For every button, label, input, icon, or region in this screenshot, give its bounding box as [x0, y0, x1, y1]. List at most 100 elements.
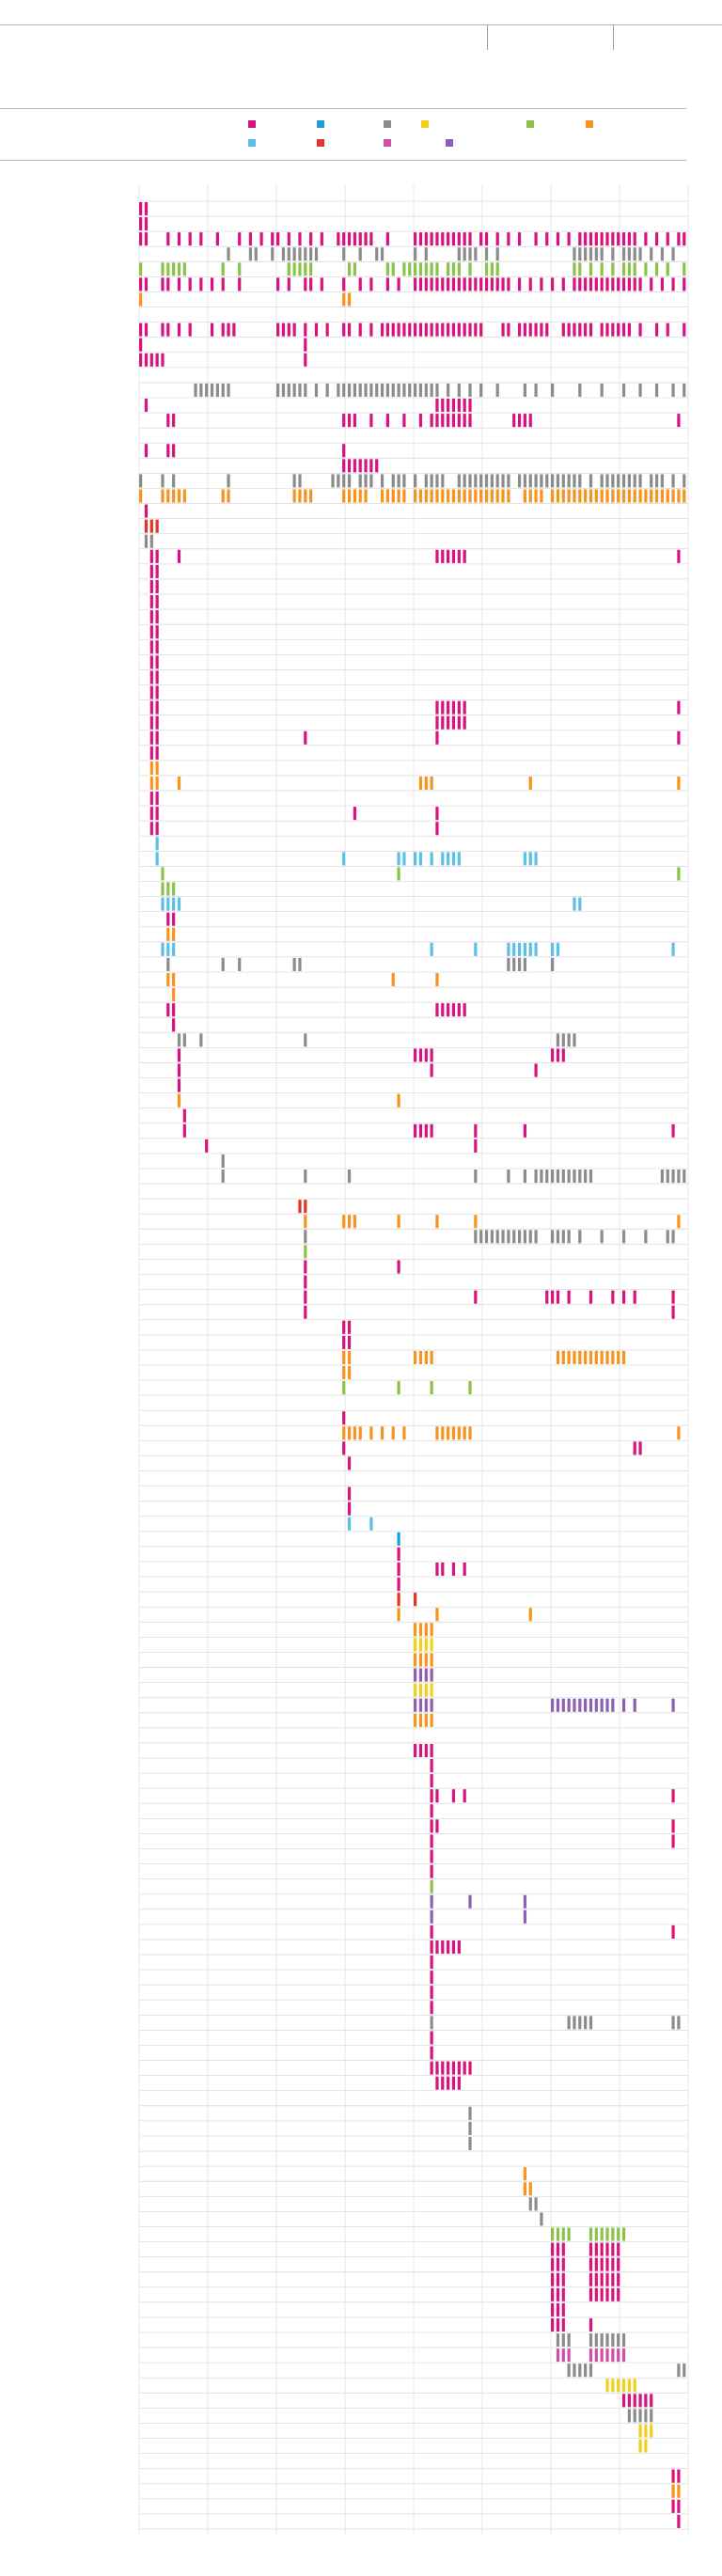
event-mark: [149, 807, 153, 821]
event-mark: [683, 232, 686, 246]
event-mark: [666, 262, 669, 276]
event-mark: [561, 2242, 565, 2256]
event-mark: [424, 247, 428, 261]
event-mark: [600, 2272, 604, 2286]
event-mark: [605, 489, 609, 503]
event-mark: [573, 1169, 576, 1184]
event-mark: [298, 383, 302, 398]
event-mark: [600, 1350, 604, 1364]
event-mark: [430, 776, 433, 791]
event-mark: [182, 262, 186, 276]
event-mark: [677, 1426, 681, 1440]
event-mark: [314, 383, 319, 398]
event-mark: [424, 489, 428, 503]
event-mark: [474, 277, 478, 291]
event-mark: [430, 1804, 433, 1818]
event-mark: [457, 1940, 461, 1955]
event-mark: [479, 474, 483, 488]
event-mark: [573, 1698, 576, 1712]
event-mark: [600, 262, 604, 276]
event-mark: [490, 474, 494, 488]
event-mark: [605, 322, 609, 337]
event-mark: [337, 474, 340, 488]
event-mark: [435, 549, 439, 563]
event-mark: [227, 474, 230, 488]
event-mark: [517, 414, 522, 428]
event-mark: [677, 2016, 681, 2030]
event-mark: [418, 277, 423, 291]
event-mark: [556, 2302, 560, 2317]
event-mark: [621, 1230, 626, 1244]
event-mark: [523, 474, 527, 488]
event-mark: [556, 2242, 560, 2256]
event-mark: [408, 383, 412, 398]
event-mark: [534, 1063, 538, 1077]
event-mark: [347, 1501, 352, 1516]
event-mark: [418, 1743, 423, 1758]
event-mark: [463, 489, 466, 503]
event-mark: [633, 2379, 636, 2393]
event-mark: [430, 1759, 433, 1773]
event-mark: [457, 852, 461, 866]
event-mark: [292, 383, 296, 398]
event-mark: [172, 489, 176, 503]
event-mark: [523, 1123, 527, 1138]
event-mark: [627, 2394, 631, 2408]
event-mark: [380, 474, 385, 488]
event-mark: [414, 1668, 417, 1682]
event-mark: [644, 2439, 648, 2453]
event-mark: [424, 383, 428, 398]
event-mark: [385, 383, 390, 398]
event-mark: [166, 912, 170, 926]
event-mark: [507, 489, 510, 503]
event-mark: [304, 262, 307, 276]
event-mark: [155, 792, 159, 806]
event-mark: [391, 1426, 395, 1440]
event-mark: [430, 1789, 433, 1803]
event-mark: [573, 474, 576, 488]
event-mark: [551, 1290, 555, 1304]
event-mark: [517, 232, 522, 246]
event-mark: [435, 262, 439, 276]
event-mark: [627, 247, 631, 261]
event-mark: [633, 277, 636, 291]
event-mark: [430, 277, 433, 291]
event-mark: [573, 1033, 576, 1047]
event-mark: [677, 700, 681, 715]
event-mark: [287, 262, 290, 276]
event-mark: [627, 322, 631, 337]
event-mark: [424, 1713, 428, 1727]
event-mark: [161, 262, 165, 276]
event-mark: [402, 383, 406, 398]
event-mark: [166, 277, 170, 291]
event-mark: [435, 730, 439, 745]
event-mark: [166, 1003, 170, 1017]
event-mark: [414, 277, 417, 291]
event-mark: [578, 1169, 582, 1184]
event-mark: [304, 353, 307, 367]
event-mark: [385, 262, 390, 276]
event-mark: [573, 1350, 576, 1364]
event-mark: [430, 942, 433, 956]
event-mark: [199, 383, 203, 398]
event-mark: [621, 2333, 626, 2348]
event-mark: [205, 1139, 209, 1153]
event-mark: [435, 1608, 439, 1622]
event-mark: [221, 277, 225, 291]
event-mark: [589, 262, 593, 276]
event-mark: [369, 277, 373, 291]
event-mark: [528, 414, 532, 428]
event-mark: [342, 1215, 346, 1229]
event-mark: [414, 1743, 417, 1758]
event-mark: [507, 277, 510, 291]
event-mark: [671, 474, 675, 488]
event-mark: [144, 217, 149, 231]
event-mark: [501, 474, 505, 488]
event-mark: [435, 1940, 439, 1955]
event-mark: [430, 1834, 433, 1848]
event-mark: [523, 1894, 527, 1908]
event-mark: [490, 489, 494, 503]
legend-swatch-3: [384, 120, 391, 128]
event-mark: [638, 322, 642, 337]
event-mark: [617, 2227, 620, 2241]
